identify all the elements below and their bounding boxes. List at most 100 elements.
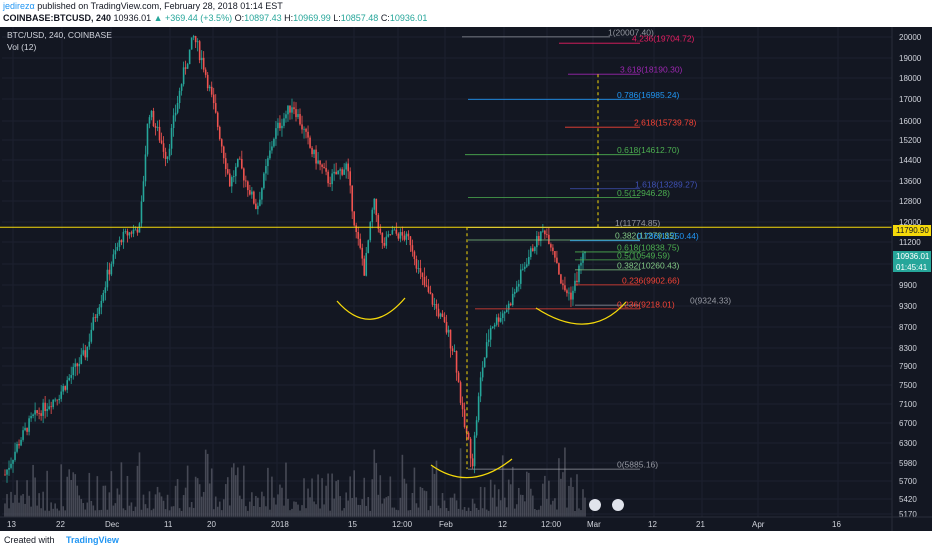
volume-bar xyxy=(78,495,81,517)
volume-bar xyxy=(220,510,223,517)
volume-bar xyxy=(441,493,444,517)
volume-bar xyxy=(415,503,418,517)
candle-body xyxy=(44,402,46,412)
volume-bar xyxy=(371,479,374,517)
tradingview-logo[interactable]: TradingView xyxy=(66,535,119,545)
time-axis[interactable]: 13 22 Dec 11 20 2018 15 12:00 Feb 12 12:00 Mar 12 21 A… xyxy=(0,516,932,529)
candle-body xyxy=(576,280,578,283)
candle-body xyxy=(377,215,380,229)
volume-bar xyxy=(86,502,89,517)
volume-bar xyxy=(395,509,398,517)
volume-bar xyxy=(158,492,161,517)
volume-bar xyxy=(538,509,540,517)
volume-bar xyxy=(168,510,171,517)
candle-body xyxy=(389,234,392,236)
candle-body xyxy=(257,205,259,210)
volume-bar xyxy=(14,494,16,517)
volume-bar xyxy=(509,484,512,517)
volume-bar xyxy=(407,510,410,517)
chart-grid xyxy=(2,27,892,517)
volume-bar xyxy=(259,507,261,517)
high-value: 10969.99 xyxy=(293,13,331,23)
volume-bar xyxy=(411,492,414,517)
close-label: C: xyxy=(380,13,390,23)
candle-body xyxy=(68,377,71,381)
candle-body xyxy=(86,346,89,358)
candle-body xyxy=(285,114,287,119)
volume-bar xyxy=(369,510,372,517)
volume-bar xyxy=(180,510,183,517)
volume-bar xyxy=(228,505,231,517)
volume-bar xyxy=(46,470,48,517)
volume-bar xyxy=(234,475,237,517)
volume-bar xyxy=(42,491,44,517)
candle-body xyxy=(263,173,265,189)
candle-body xyxy=(495,317,498,325)
dividend-icon[interactable] xyxy=(589,499,601,511)
candle-body xyxy=(542,230,544,232)
chart-drawings xyxy=(0,74,892,479)
earnings-icon[interactable] xyxy=(612,499,624,511)
volume-bar xyxy=(184,487,187,517)
fib-label: 0.236(9902.66) xyxy=(622,275,680,285)
volume-bar xyxy=(397,510,400,517)
volume-bar xyxy=(255,495,257,517)
author-link[interactable]: jedirezα xyxy=(3,1,35,11)
candle-body xyxy=(311,147,313,155)
volume-bar xyxy=(269,509,271,517)
candle-body xyxy=(303,128,305,130)
volume-bar xyxy=(152,508,155,517)
volume-bar xyxy=(435,460,438,517)
candle-body xyxy=(70,375,73,378)
volume-bar xyxy=(475,507,478,517)
fibonacci-levels: 1(20007.40)4.236(19704.72) 3.618(18190.30… xyxy=(462,27,731,470)
candle-body xyxy=(489,328,492,340)
candle-body xyxy=(108,269,111,275)
candle-body xyxy=(544,230,546,235)
price-chart[interactable]: 1(20007.40)4.236(19704.72) 3.618(18190.30… xyxy=(0,27,932,531)
candle-body xyxy=(413,251,416,260)
candle-body xyxy=(140,201,143,224)
volume-bar xyxy=(100,509,103,517)
volume-bar xyxy=(409,510,412,517)
price-tick-label: 7900 xyxy=(899,362,917,371)
candle-body xyxy=(204,69,207,75)
candle-body xyxy=(349,171,351,186)
volume-bar xyxy=(98,510,101,517)
volume-bar xyxy=(467,507,470,517)
candle-body xyxy=(383,242,386,246)
volume-bar xyxy=(301,505,303,517)
event-icons[interactable] xyxy=(589,499,624,511)
volume-bar xyxy=(82,503,85,517)
volume-bar xyxy=(208,483,211,517)
price-tick-label: 5170 xyxy=(899,510,917,519)
candle-body xyxy=(168,148,171,157)
candle-body xyxy=(558,263,560,275)
candle-body xyxy=(550,244,552,248)
volume-bar xyxy=(118,494,121,517)
candle-body xyxy=(477,396,480,421)
candle-body xyxy=(427,286,430,292)
candle-body xyxy=(10,463,12,468)
volume-bar xyxy=(48,510,50,517)
volume-bar xyxy=(222,499,225,517)
price-tick-label: 15200 xyxy=(899,136,922,145)
candle-body xyxy=(72,366,75,376)
volume-bar xyxy=(150,510,153,517)
volume-bar xyxy=(142,494,145,517)
candle-body xyxy=(94,317,97,319)
volume-bar xyxy=(465,510,468,517)
volume-bar xyxy=(311,478,313,517)
volume-bar xyxy=(377,494,380,517)
volume-bar xyxy=(515,504,518,517)
candle-body xyxy=(170,128,173,149)
candle-body xyxy=(548,234,550,245)
candle-body xyxy=(562,283,564,286)
volume-bar xyxy=(128,505,131,517)
volume-bar xyxy=(315,504,317,517)
candle-body xyxy=(224,158,227,170)
last-price: 10936.01 xyxy=(113,13,152,23)
candle-body xyxy=(230,177,233,187)
candle-body xyxy=(74,363,77,367)
volume-bar xyxy=(463,507,466,517)
